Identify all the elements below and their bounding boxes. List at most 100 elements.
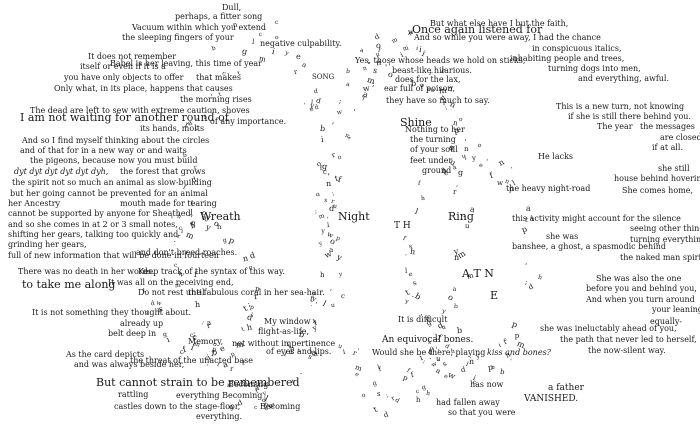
scattered-letter: f xyxy=(319,165,323,173)
scattered-letter: f xyxy=(410,370,415,380)
scattered-letter: o xyxy=(445,292,455,303)
scattered-letter: , xyxy=(461,133,468,143)
text-fragment: But what else have I but the faith, xyxy=(430,19,569,28)
text-fragment: and so she comes in at 2 or 3 small note… xyxy=(8,220,178,229)
text-fragment: the naked man spirit of xyxy=(620,253,700,262)
scattered-letter: m xyxy=(193,340,202,349)
text-fragment: in conspicuous italics, xyxy=(532,44,622,53)
text-fragment: the sleeping fingers of your xyxy=(122,33,234,42)
text-fragment: a father xyxy=(548,383,584,393)
scattered-letter: b xyxy=(499,367,506,377)
text-fragment: cannot be supported by anyone for Sheath… xyxy=(8,209,194,218)
text-fragment: She was also the one xyxy=(596,274,682,283)
scattered-letter: r xyxy=(229,364,234,373)
scattered-letter: h xyxy=(216,222,222,232)
text-fragment: her Ancestry xyxy=(8,199,61,208)
scattered-letter: d xyxy=(459,365,466,375)
scattered-letter: ; xyxy=(330,189,335,197)
scattered-letter: h xyxy=(245,322,253,333)
text-fragment: kiss and bones? xyxy=(487,348,551,357)
scattered-letter: r xyxy=(351,348,358,357)
text-fragment: Shine xyxy=(400,116,432,129)
text-fragment: Babel is her leaving, this time of year xyxy=(110,59,262,68)
scattered-letter: b xyxy=(298,329,306,340)
text-fragment: equally- xyxy=(650,317,683,326)
scattered-letter: b xyxy=(319,123,327,133)
scattered-letter: r xyxy=(330,150,337,159)
scattered-letter: c xyxy=(415,387,420,395)
scattered-letter: ' xyxy=(453,183,459,193)
scattered-letter: f xyxy=(377,366,382,374)
text-fragment: Ring xyxy=(448,210,474,223)
scattered-letter: n xyxy=(362,64,369,73)
text-fragment: The year xyxy=(597,122,633,131)
scattered-letter: b xyxy=(410,78,417,89)
scattered-letter: r xyxy=(176,232,181,241)
scattered-letter: y xyxy=(404,297,409,306)
scattered-letter: r xyxy=(205,322,211,331)
text-fragment: flight-as-life, xyxy=(258,327,310,336)
text-fragment: An equivocal bones. xyxy=(382,335,474,345)
scattered-letter: o xyxy=(430,86,436,95)
scattered-letter: p xyxy=(486,362,494,373)
scattered-letter: a xyxy=(345,80,351,89)
scattered-letter: u xyxy=(464,222,470,231)
scattered-letter: o xyxy=(314,190,321,199)
text-fragment: dyt dyt dyt dyt dyt dyh, xyxy=(14,167,109,176)
text-fragment: to take me along xyxy=(22,278,116,291)
text-fragment: Night xyxy=(338,210,370,223)
scattered-letter: t xyxy=(240,359,246,368)
text-fragment: Would she be there, playing xyxy=(372,348,486,357)
scattered-letter: g xyxy=(457,167,464,177)
scattered-letter: m xyxy=(318,212,326,221)
scattered-letter: y xyxy=(284,50,290,58)
scattered-letter: i xyxy=(342,347,346,356)
text-fragment: the now-silent way. xyxy=(588,346,666,355)
text-fragment: She comes home, xyxy=(622,186,694,195)
scattered-letter: ; xyxy=(200,318,206,326)
text-fragment: before you and behind you, xyxy=(586,284,697,293)
scattered-letter: h xyxy=(537,273,544,282)
scattered-letter: d xyxy=(313,88,319,96)
text-fragment: this activity might account for the sile… xyxy=(512,214,681,223)
scattered-letter: o xyxy=(336,153,342,162)
text-fragment: has now xyxy=(470,380,504,389)
text-fragment: It is difficult xyxy=(398,315,448,324)
text-fragment: house behind hovering xyxy=(614,174,700,183)
scattered-letter: m xyxy=(390,36,399,45)
text-fragment: Vacuum within which you extend xyxy=(132,23,266,32)
text-fragment: mouth made for tearing xyxy=(120,199,217,208)
scattered-letter: h xyxy=(415,395,421,404)
scattered-letter: o xyxy=(458,116,463,124)
text-fragment: This is a new turn, not knowing xyxy=(556,102,685,111)
scattered-letter: g xyxy=(162,330,167,339)
scattered-letter: s xyxy=(427,338,432,346)
scattered-letter: l xyxy=(189,207,193,217)
text-fragment: It does not remember xyxy=(88,52,177,61)
scattered-letter: s xyxy=(411,278,419,287)
scattered-letter: h xyxy=(420,195,426,203)
scattered-letter: o xyxy=(386,69,394,80)
scattered-letter: ; xyxy=(249,308,255,318)
scattered-letter: g xyxy=(240,46,248,57)
text-fragment: It is not something they thought about. xyxy=(32,308,191,317)
text-fragment: and of that for in a new way or and wait… xyxy=(20,146,187,155)
scattered-letter: f xyxy=(402,234,408,243)
text-fragment: As the card depicts xyxy=(66,350,145,359)
scattered-letter: a xyxy=(435,366,443,376)
text-fragment: A T N xyxy=(462,267,494,280)
scattered-letter: w xyxy=(446,369,457,381)
scattered-letter: ; xyxy=(314,207,318,215)
scattered-letter: p xyxy=(508,184,514,193)
scattered-letter: b xyxy=(182,151,188,160)
scattered-letter: y xyxy=(321,228,325,236)
scattered-letter: m xyxy=(184,229,196,241)
text-fragment: feet under xyxy=(410,156,453,165)
text-fragment: banshee, a ghost, a spasmodic behind xyxy=(512,242,667,251)
scattered-letter: h xyxy=(175,212,183,221)
scattered-letter: n xyxy=(325,178,332,189)
scattered-letter: d xyxy=(150,299,157,308)
scattered-letter: i xyxy=(203,114,207,122)
scattered-letter: l xyxy=(434,333,438,343)
